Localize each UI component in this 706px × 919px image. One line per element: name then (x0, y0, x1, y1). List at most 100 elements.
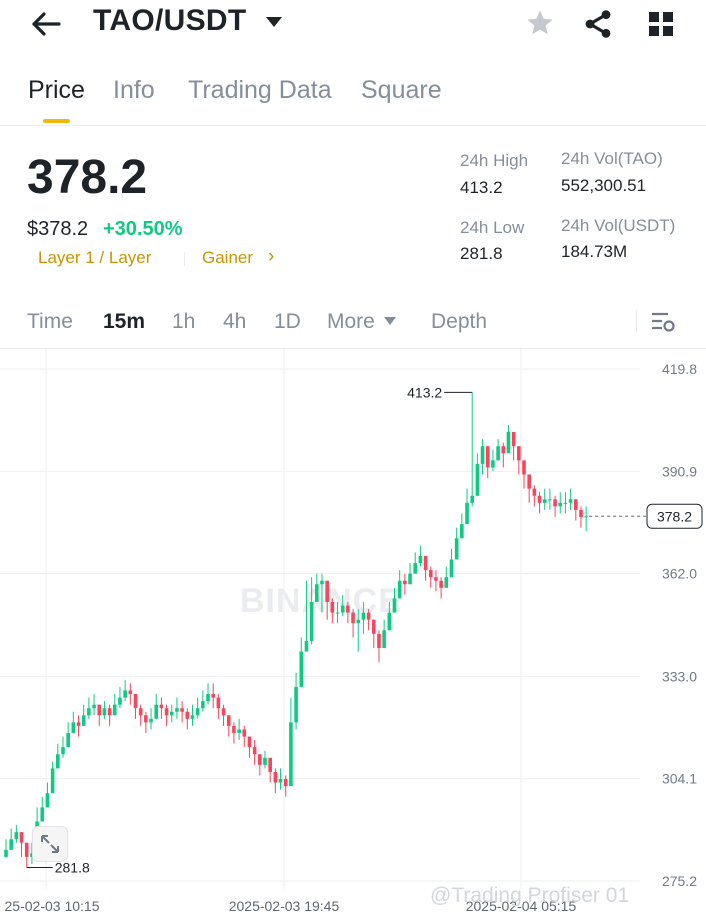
candle-body (563, 502, 568, 504)
active-tab-indicator (43, 119, 70, 123)
interval-time[interactable]: Time (27, 310, 73, 333)
candle-body (87, 708, 91, 716)
candle-body (449, 559, 454, 578)
tab-info[interactable]: Info (113, 76, 155, 104)
candle-body (304, 640, 309, 652)
divider (0, 125, 706, 126)
candle-body (201, 701, 205, 709)
y-tick-label: 390.9 (662, 463, 697, 479)
candle-body (118, 697, 122, 705)
candle-body (325, 580, 329, 602)
candle-body (387, 612, 392, 631)
tab-price[interactable]: Price (28, 76, 85, 104)
candle-body (66, 732, 70, 748)
candlestick-chart[interactable]: 419.8 390.9 362.0 333.0 304.1 275.2 25-02-03 1… (0, 349, 706, 919)
candle-body (252, 747, 257, 755)
last-price-label: 378.2 (657, 508, 692, 524)
candle-body (548, 499, 552, 501)
candle-body (195, 708, 200, 716)
candle-body (206, 694, 210, 702)
candle-body (164, 708, 169, 716)
candle-body (9, 839, 13, 850)
candle-body (30, 853, 34, 857)
candle-body (289, 722, 293, 787)
candle-body (149, 718, 153, 723)
high-marker-label: 413.2 (407, 384, 442, 400)
candle-body (221, 708, 226, 716)
candle-body (24, 842, 29, 857)
pair-title[interactable]: TAO/USDT (93, 4, 247, 37)
candle-body (371, 619, 376, 634)
expand-icon (41, 835, 59, 853)
candle-body (247, 736, 252, 748)
x-tick-label: 2025-02-03 19:45 (229, 898, 340, 914)
candle-body (553, 499, 557, 507)
candle-body (335, 612, 340, 614)
interval-1d[interactable]: 1D (274, 310, 301, 333)
candle-body (465, 502, 469, 525)
interval-15m[interactable]: 15m (103, 310, 146, 333)
candle-body (50, 768, 55, 794)
vol-quote-label: 24h Vol(USDT) (561, 216, 676, 235)
candle-body (175, 708, 179, 712)
watermark: BINANCE (240, 582, 402, 620)
x-tick-label: 25-02-03 10:15 (5, 898, 100, 914)
expand-chart-button[interactable] (32, 826, 68, 862)
candle-body (517, 446, 521, 461)
axis-labels: 419.8 390.9 362.0 333.0 304.1 275.2 25-02-03 1… (5, 361, 698, 914)
last-price-box (646, 503, 703, 529)
chart-grid (0, 349, 640, 889)
candle-body (102, 708, 107, 716)
candle-body (159, 704, 164, 709)
candle-body (112, 704, 117, 716)
candle-body (397, 580, 402, 599)
candle-body (434, 577, 438, 581)
tag-layer[interactable]: Layer 1 / Layer (38, 248, 152, 267)
caret-down-icon[interactable] (264, 15, 284, 29)
tab-trading-data[interactable]: Trading Data (188, 76, 332, 104)
candle-body (568, 499, 573, 503)
candle-body (76, 722, 81, 726)
candle-body (92, 704, 96, 709)
interval-1h[interactable]: 1h (172, 310, 196, 333)
interval-more[interactable]: More (327, 310, 375, 333)
depth-tab[interactable]: Depth (431, 310, 488, 333)
caret-down-icon[interactable] (383, 316, 397, 326)
candles (4, 392, 588, 868)
high-label: 24h High (460, 151, 529, 170)
candle-body (128, 690, 133, 695)
candle-body (190, 715, 195, 719)
candle-body (273, 771, 278, 783)
interval-4h[interactable]: 4h (223, 310, 247, 333)
candle-body (299, 651, 304, 687)
candle-body (496, 446, 500, 461)
chevron-right-icon[interactable]: › (268, 246, 275, 267)
candle-body (491, 460, 495, 468)
high-value: 413.2 (460, 178, 503, 197)
low-value: 281.8 (460, 244, 503, 263)
vol-base-value: 552,300.51 (561, 176, 647, 195)
candle-body (444, 577, 449, 588)
low-marker-label: 281.8 (55, 860, 90, 876)
tab-square[interactable]: Square (361, 76, 442, 104)
candle-body (144, 715, 148, 723)
candle-body (278, 779, 283, 783)
candle-body (584, 516, 588, 518)
y-tick-label: 362.0 (662, 566, 697, 582)
grid-icon[interactable] (648, 11, 674, 37)
share-icon[interactable] (582, 8, 614, 40)
candle-body (340, 605, 345, 613)
candle-body (56, 754, 60, 769)
candle-body (97, 704, 102, 716)
y-tick-label: 275.2 (662, 873, 697, 889)
chart-settings-icon[interactable] (650, 311, 676, 333)
price-markers: 413.2 281.8 378.2 (26, 384, 703, 876)
candle-body (454, 538, 459, 560)
back-arrow-icon[interactable] (30, 11, 62, 37)
candle-body (377, 633, 381, 649)
candle-body (408, 573, 412, 585)
candle-body (403, 580, 407, 585)
tag-gainer[interactable]: Gainer (202, 248, 254, 267)
star-icon[interactable] (524, 8, 556, 38)
candle-body (330, 601, 335, 613)
